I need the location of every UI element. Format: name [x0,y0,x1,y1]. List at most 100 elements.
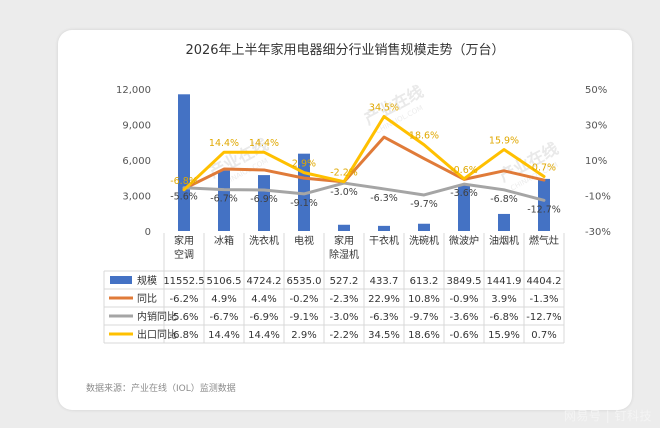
table-cell: -0.9% [449,294,478,305]
bar [378,225,390,231]
table-cell: 4.4% [251,294,276,305]
table-cell: -6.7% [209,312,238,323]
source-note: 数据来源：产业在线（IOL）监测数据 [86,382,236,394]
table-cell: 1441.9 [487,276,522,287]
category-label: 洗衣机 [249,234,279,247]
table-cell: 6535.0 [287,276,322,287]
category-label: 家用 [174,234,194,247]
right-axis-tick: -30% [585,227,611,238]
bar [178,94,190,232]
table-cell: 18.6% [408,330,440,341]
table-cell: -1.3% [529,294,558,305]
data-label: -3.6% [450,188,478,199]
data-label: 34.5% [369,103,399,114]
left-axis-tick: 3,000 [122,192,151,203]
table-cell: -6.8% [489,312,518,323]
bar [338,224,350,231]
series-line [182,181,546,202]
category-label: 冰箱 [214,234,234,247]
legend-label: 同比 [137,293,157,305]
category-label: 除湿机 [329,248,359,261]
table-cell: 3849.5 [447,276,482,287]
category-label: 燃气灶 [529,234,559,247]
left-axis-tick: 12,000 [116,85,151,96]
table-cell: -2.3% [329,294,358,305]
table-cell: 34.5% [368,330,400,341]
data-label: -6.8% [490,194,518,205]
data-label: -6.3% [370,193,398,204]
table-cell: -12.7% [526,312,561,323]
table-cell: 11552.5 [163,276,204,287]
bar [218,170,230,231]
data-label: 2.9% [292,159,316,170]
right-axis-tick: 30% [585,121,607,132]
chart-card: 2026年上半年家用电器细分行业销售规模走势（万台） 产业在线 CHINAIOL.C… [58,30,632,410]
bar [458,185,470,231]
series-line [182,135,546,191]
table-cell: 3.9% [491,294,516,305]
bar [418,223,430,231]
table-cell: -3.0% [329,312,358,323]
left-axis-tick: 0 [145,227,151,238]
table-cell: 14.4% [248,330,280,341]
table-cell: 22.9% [368,294,400,305]
table-cell: -5.6% [169,312,198,323]
data-label: -6.8% [170,176,198,187]
table-cell: -9.7% [409,312,438,323]
data-label: 15.9% [489,136,519,147]
category-label: 家用 [334,234,354,247]
data-label: -9.7% [410,199,438,210]
table-cell: -6.8% [169,330,198,341]
legend-label: 内销同比 [137,310,177,323]
data-label: 18.6% [409,131,439,142]
bar [538,178,550,231]
table-cell: 14.4% [208,330,240,341]
category-label: 洗碗机 [409,234,439,247]
data-label: 0.7% [532,163,556,174]
left-axis-tick: 6,000 [122,156,151,167]
right-axis-tick: -10% [585,192,611,203]
table-cell: 15.9% [488,330,520,341]
data-label: -0.6% [450,165,478,176]
table-cell: -0.6% [449,330,478,341]
table-cell: 433.7 [370,276,399,287]
table-cell: 527.2 [330,276,359,287]
table-cell: 5106.5 [207,276,242,287]
data-label: -12.7% [527,204,561,215]
legend-label: 出口同比 [137,328,177,341]
table-cell: -9.1% [289,312,318,323]
chart-canvas: 2026年上半年家用电器细分行业销售规模走势（万台）产业在线CHINAIOL.C… [86,42,611,394]
right-axis-tick: 10% [585,156,607,167]
table-cell: 4.9% [211,294,236,305]
category-label: 微波炉 [449,234,479,247]
legend-label: 规模 [137,274,157,287]
table-cell: -3.6% [449,312,478,323]
category-label: 油烟机 [489,234,519,247]
data-label: -3.0% [330,187,358,198]
footer-watermark: 网易号 | 钉科技 [563,409,652,423]
data-label: 14.4% [249,138,279,149]
series-line [182,115,546,192]
table-cell: -6.2% [169,294,198,305]
table-cell: 10.8% [408,294,440,305]
category-label: 电视 [294,234,314,247]
table-cell: -0.2% [289,294,318,305]
table-cell: -2.2% [329,330,358,341]
category-label: 干衣机 [369,234,399,247]
bar [498,213,510,231]
data-label: -2.2% [330,168,358,179]
data-label: -5.6% [170,192,198,203]
chart-title: 2026年上半年家用电器细分行业销售规模走势（万台） [185,42,504,58]
table-cell: -6.9% [249,312,278,323]
legend-swatch [110,276,132,284]
category-label: 空调 [174,248,194,261]
table-cell: -6.3% [369,312,398,323]
table-cell: 613.2 [410,276,439,287]
left-axis-tick: 9,000 [122,121,151,132]
data-label: -9.1% [290,198,318,209]
table-cell: 0.7% [531,330,556,341]
table-cell: 4724.2 [247,276,282,287]
table-cell: 4404.2 [527,276,562,287]
table-cell: 2.9% [291,330,316,341]
data-label: 14.4% [209,138,239,149]
